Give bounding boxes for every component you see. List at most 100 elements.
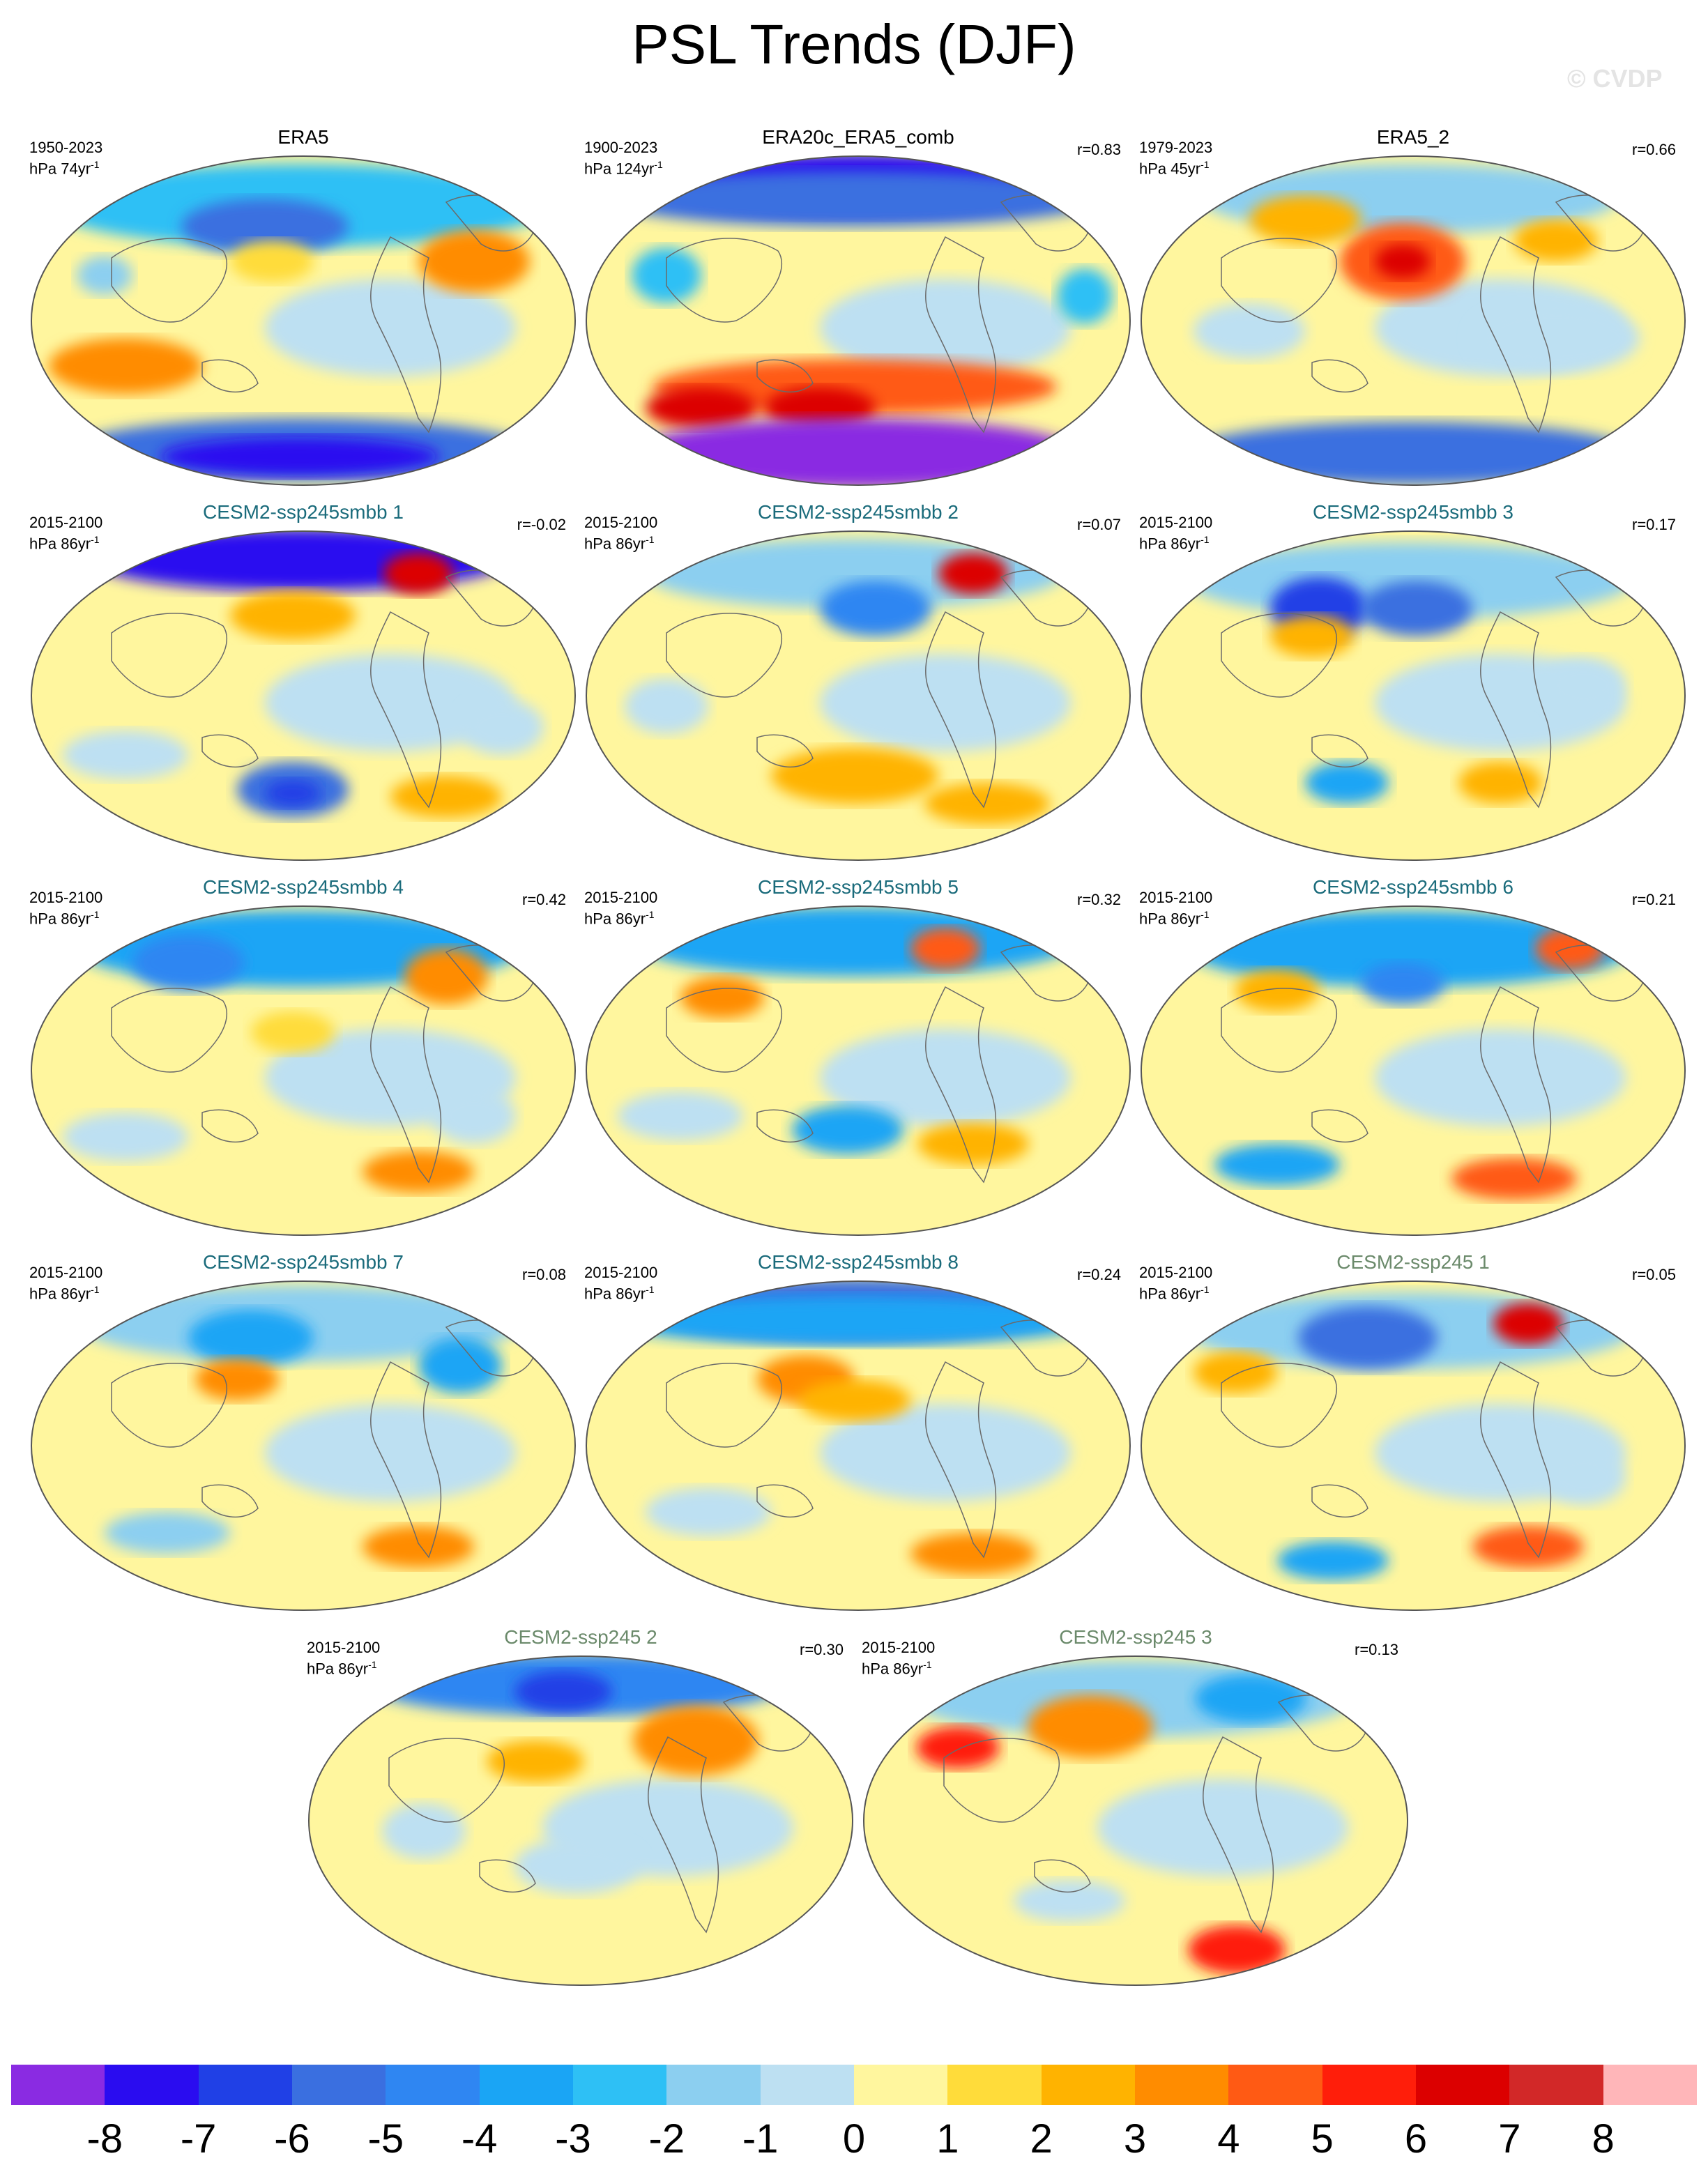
colorbar-labels: -8 -7 -6 -5 -4 -3 -2 -1 0 1 2 3 4 5 6 7 8 bbox=[11, 2116, 1697, 2165]
map-border bbox=[863, 1655, 1408, 1986]
trend-region bbox=[916, 1727, 1000, 1768]
coastline bbox=[1034, 1859, 1091, 1892]
psl-trend-map bbox=[586, 155, 1131, 486]
trend-region bbox=[514, 1671, 612, 1713]
colorbar-tick-label: 0 bbox=[842, 2116, 866, 2162]
trend-region bbox=[265, 654, 516, 751]
map-border bbox=[31, 155, 576, 486]
psl-trend-map bbox=[586, 1280, 1131, 1611]
coastline bbox=[111, 238, 227, 323]
panel-years: 2015-2100 bbox=[307, 1639, 381, 1656]
trend-region bbox=[792, 1106, 903, 1154]
colorbar-tick-label: 4 bbox=[1217, 2116, 1240, 2162]
map-border bbox=[31, 905, 576, 1236]
trend-region bbox=[105, 1512, 230, 1554]
trend-region bbox=[1270, 615, 1354, 657]
coastline bbox=[666, 238, 782, 323]
panel-units: hPa 124yr-1 bbox=[584, 156, 663, 177]
colorbar-swatch bbox=[386, 2065, 480, 2105]
panel-years: 1979-2023 bbox=[1139, 139, 1213, 156]
colorbar-swatch bbox=[1134, 2065, 1229, 2105]
panel-correlation: r=-0.02 bbox=[517, 516, 566, 533]
trend-region bbox=[1277, 1541, 1389, 1580]
psl-trend-map bbox=[1141, 905, 1686, 1236]
trend-region bbox=[1194, 303, 1305, 359]
coastline bbox=[1480, 236, 1552, 434]
coastline bbox=[666, 613, 782, 698]
trend-region bbox=[432, 1088, 516, 1144]
panel-correlation: r=0.05 bbox=[1632, 1266, 1676, 1283]
map-border bbox=[1141, 530, 1686, 861]
colorbar-tick-label: -8 bbox=[86, 2116, 123, 2162]
cvdp-watermark: © CVDP bbox=[1567, 64, 1663, 93]
panel-correlation: r=0.30 bbox=[800, 1641, 844, 1658]
coastline bbox=[1480, 986, 1552, 1184]
trend-region bbox=[820, 654, 1071, 751]
trend-region bbox=[917, 1123, 1029, 1165]
colorbar-tick-label: 7 bbox=[1498, 2116, 1521, 2162]
trend-region bbox=[633, 1706, 758, 1775]
trend-region bbox=[1298, 1306, 1438, 1369]
colorbar-swatch bbox=[198, 2065, 292, 2105]
panel-correlation: r=0.17 bbox=[1632, 516, 1676, 533]
map-panel: CESM2-ssp245smbb 1 2015-2100 hPa 86yr-1 r=-… bbox=[28, 500, 579, 863]
trend-region bbox=[230, 240, 314, 282]
trend-region bbox=[820, 581, 931, 636]
coastline bbox=[943, 1738, 1060, 1823]
coastline bbox=[388, 1738, 505, 1823]
panel-units: hPa 45yr-1 bbox=[1139, 156, 1210, 177]
coastline bbox=[925, 986, 997, 1184]
trend-region bbox=[604, 1296, 1106, 1345]
trend-region bbox=[1187, 910, 1633, 987]
panel-units-text: hPa 86yr bbox=[1139, 1285, 1201, 1303]
trend-region bbox=[265, 779, 321, 807]
panel-units-text: hPa 86yr bbox=[29, 910, 91, 928]
coastline bbox=[756, 734, 814, 767]
coastline bbox=[756, 359, 814, 392]
map-panel: CESM2-ssp245smbb 2 2015-2100 hPa 86yr-1 r=0… bbox=[583, 500, 1134, 863]
coastline bbox=[666, 988, 782, 1073]
coastline bbox=[1311, 734, 1368, 767]
panel-units: hPa 74yr-1 bbox=[29, 156, 100, 177]
panel-units-exponent: -1 bbox=[1200, 534, 1210, 545]
trend-region bbox=[1451, 1158, 1577, 1200]
panel-units-exponent: -1 bbox=[646, 909, 655, 920]
psl-trend-map bbox=[1141, 1280, 1686, 1611]
panel-units-text: hPa 86yr bbox=[29, 1285, 91, 1303]
psl-trend-map bbox=[31, 1280, 576, 1611]
trend-region bbox=[1361, 581, 1472, 636]
panel-units: hPa 86yr-1 bbox=[307, 1656, 377, 1677]
panel-units: hPa 86yr-1 bbox=[1139, 531, 1210, 552]
panel-years: 2015-2100 bbox=[584, 514, 658, 531]
panel-years: 2015-2100 bbox=[1139, 514, 1213, 531]
colorbar-tick-label: 1 bbox=[936, 2116, 959, 2162]
trend-region bbox=[132, 935, 244, 991]
colorbar-swatch bbox=[572, 2065, 667, 2105]
panel-years: 1900-2023 bbox=[584, 139, 658, 156]
coastline bbox=[370, 986, 442, 1184]
panel-correlation: r=0.08 bbox=[522, 1266, 566, 1283]
colorbar-swatch bbox=[947, 2065, 1042, 2105]
trend-region bbox=[251, 1011, 335, 1053]
colorbar-swatch bbox=[1322, 2065, 1416, 2105]
panel-units: hPa 86yr-1 bbox=[862, 1656, 932, 1677]
panel-units-text: hPa 86yr bbox=[29, 535, 91, 553]
figure-title: PSL Trends (DJF) bbox=[632, 13, 1076, 75]
colorbar-swatch bbox=[853, 2065, 948, 2105]
trend-region bbox=[924, 783, 1050, 825]
psl-trend-map bbox=[308, 1655, 853, 1986]
map-panel: CESM2-ssp245smbb 7 2015-2100 hPa 86yr-1 r=0… bbox=[28, 1251, 579, 1613]
trend-region bbox=[604, 171, 1106, 227]
map-border bbox=[586, 155, 1131, 486]
trend-region bbox=[1458, 762, 1542, 804]
map-border bbox=[1141, 1280, 1686, 1611]
panel-units-exponent: -1 bbox=[923, 1659, 932, 1670]
panel-title: CESM2-ssp245 3 bbox=[1059, 1626, 1212, 1648]
trend-region bbox=[460, 699, 544, 755]
trend-region bbox=[383, 553, 453, 595]
colorbar-swatch bbox=[11, 2065, 105, 2105]
panel-units: hPa 86yr-1 bbox=[29, 1281, 100, 1302]
panel-years: 2015-2100 bbox=[29, 514, 103, 531]
colorbar-swatch bbox=[666, 2065, 761, 2105]
trend-region bbox=[63, 1112, 188, 1161]
